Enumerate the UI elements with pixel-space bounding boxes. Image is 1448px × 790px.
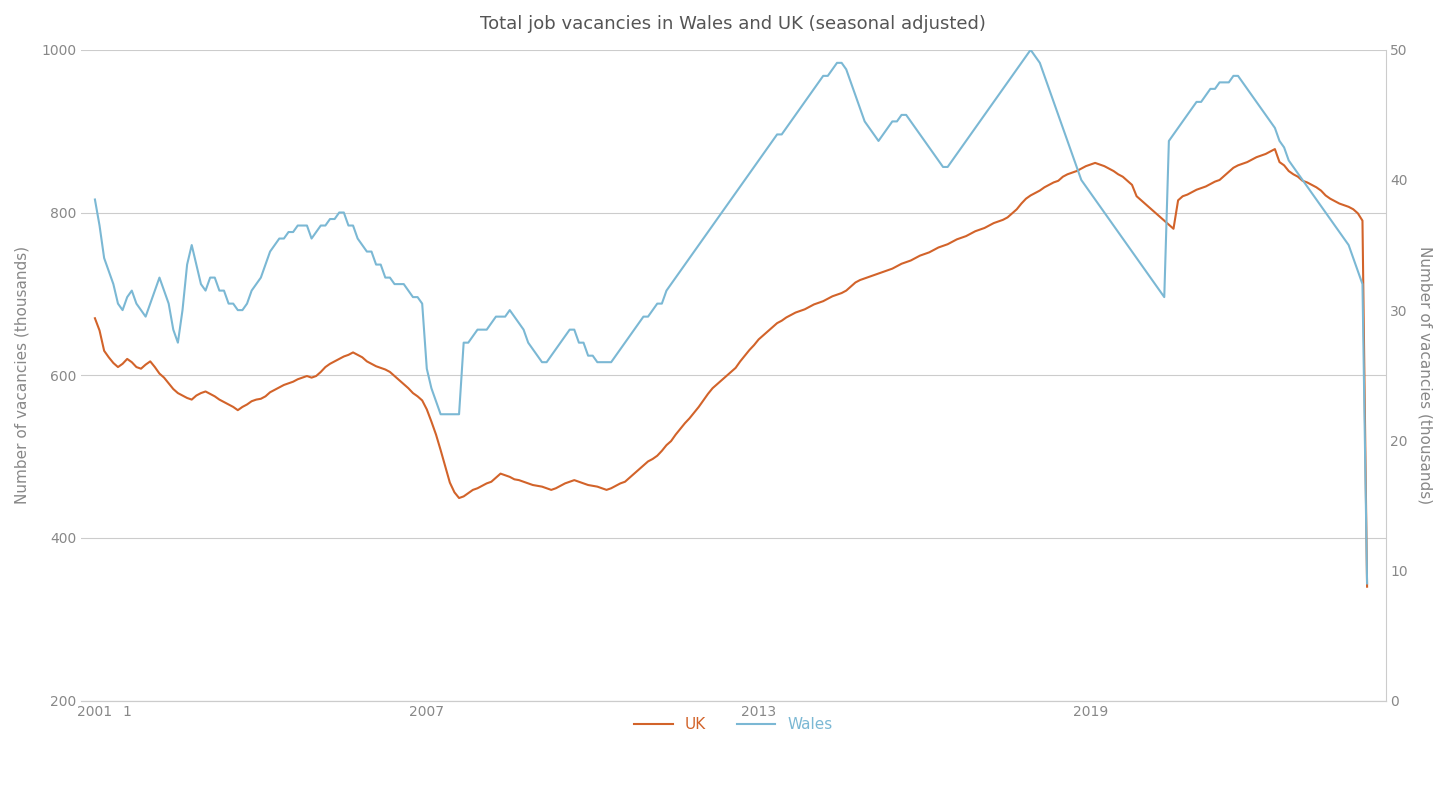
UK bbox=[182, 395, 200, 404]
UK bbox=[529, 481, 546, 491]
Legend: UK, Wales: UK, Wales bbox=[628, 711, 838, 739]
Wales bbox=[492, 312, 510, 322]
Wales bbox=[182, 240, 200, 250]
Wales bbox=[87, 195, 104, 205]
UK bbox=[298, 371, 316, 381]
Line: UK: UK bbox=[96, 149, 1367, 587]
UK bbox=[602, 483, 620, 493]
UK bbox=[87, 314, 104, 323]
Wales bbox=[602, 357, 620, 367]
Title: Total job vacancies in Wales and UK (seasonal adjusted): Total job vacancies in Wales and UK (sea… bbox=[481, 15, 986, 33]
Wales bbox=[1022, 45, 1040, 55]
UK bbox=[1358, 582, 1376, 592]
Wales bbox=[529, 351, 546, 360]
UK bbox=[492, 469, 510, 479]
Wales bbox=[1211, 77, 1228, 87]
Wales bbox=[1358, 579, 1376, 589]
Wales bbox=[298, 220, 316, 230]
Y-axis label: Number of vacancies (thousands): Number of vacancies (thousands) bbox=[14, 246, 30, 504]
Y-axis label: Number of vacancies (thousands): Number of vacancies (thousands) bbox=[1418, 246, 1434, 504]
UK bbox=[1266, 145, 1283, 154]
UK bbox=[1206, 177, 1224, 186]
Line: Wales: Wales bbox=[96, 50, 1367, 584]
